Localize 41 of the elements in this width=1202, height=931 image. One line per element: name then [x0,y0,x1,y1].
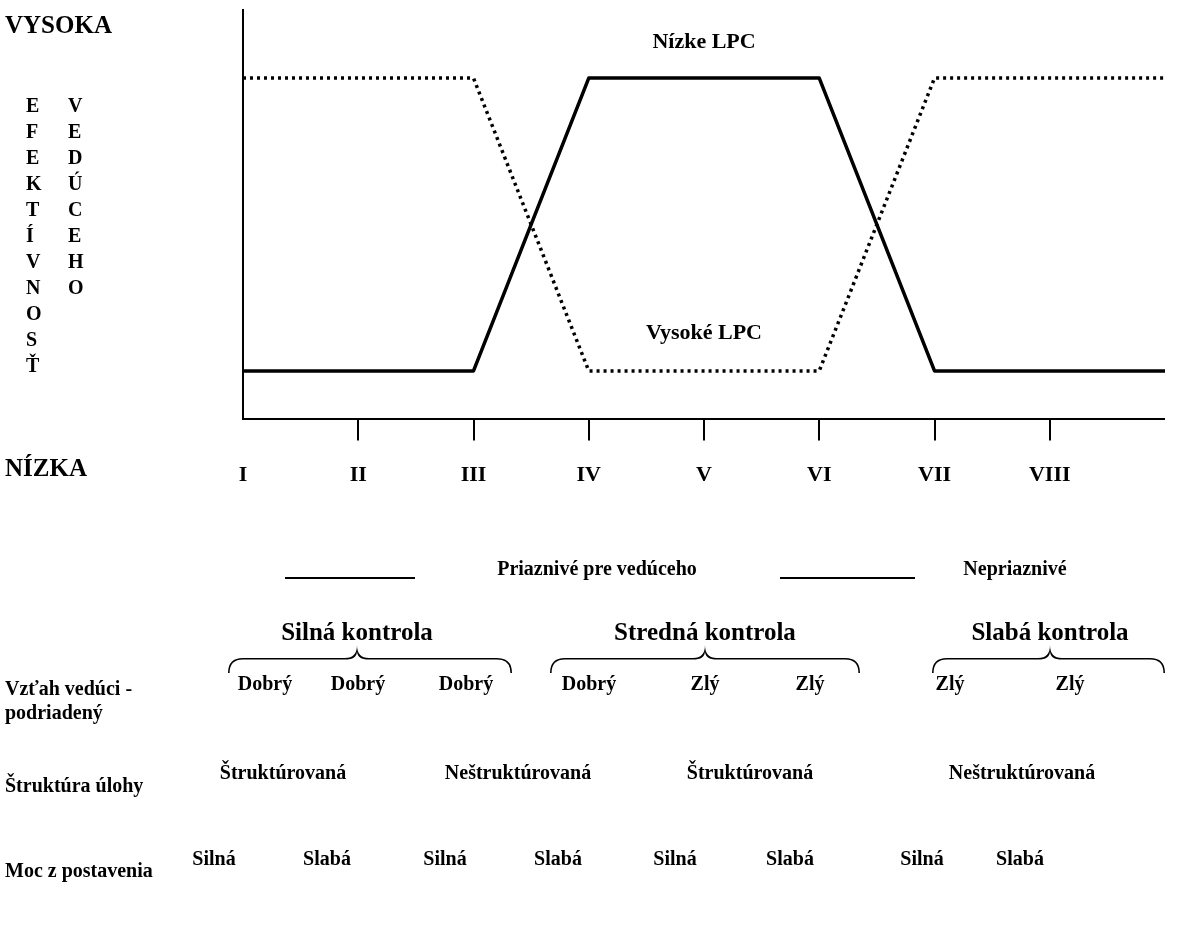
x-tick-label: IV [576,461,602,487]
text: Dobrý [330,671,386,695]
x-tick-label: II [349,461,367,487]
x-tick-label: III [460,461,487,487]
text: Dobrý [237,671,293,695]
text: Štruktúra úlohy [5,773,145,797]
x-tick-label: VII [917,461,952,487]
text: NÍZKA [5,454,87,481]
x-tick-label: I [238,461,248,487]
x-tick-label: VI [807,461,832,487]
text: Silná [192,846,236,870]
text: Priaznivé pre vedúceho [497,556,697,580]
text: Moc z postavenia [5,858,154,882]
text: Zlý [795,671,825,695]
text: Štruktúrovaná [219,760,347,784]
text: Silná [423,846,467,870]
text: Stredná kontrola [614,618,796,645]
text: Štruktúrovaná [686,760,814,784]
text: Dobrý [561,671,617,695]
text: Vzťah vedúci - podriadený [5,676,134,724]
text: Silná kontrola [281,618,433,645]
text: Zlý [935,671,965,695]
text: Nepriaznivé [963,556,1067,580]
text: Zlý [690,671,720,695]
text: Neštruktúrovaná [948,760,1096,784]
x-tick-label: V [696,461,713,487]
text: Slabá [534,846,582,870]
text: Slabá [766,846,814,870]
text: Dobrý [438,671,494,695]
text: Slabá [996,846,1044,870]
series-label: Nízke LPC [652,28,756,54]
text: EFEKTÍVNOSŤ VEDÚCEHO [26,94,84,376]
text: VYSOKA [5,11,112,38]
text: Neštruktúrovaná [444,760,592,784]
text: Silná [653,846,697,870]
text: Slabá kontrola [971,618,1129,645]
series-label: Vysoké LPC [646,318,762,344]
text: Slabá [303,846,351,870]
x-tick-label: VIII [1028,461,1071,487]
text: Zlý [1055,671,1085,695]
text: Silná [900,846,944,870]
